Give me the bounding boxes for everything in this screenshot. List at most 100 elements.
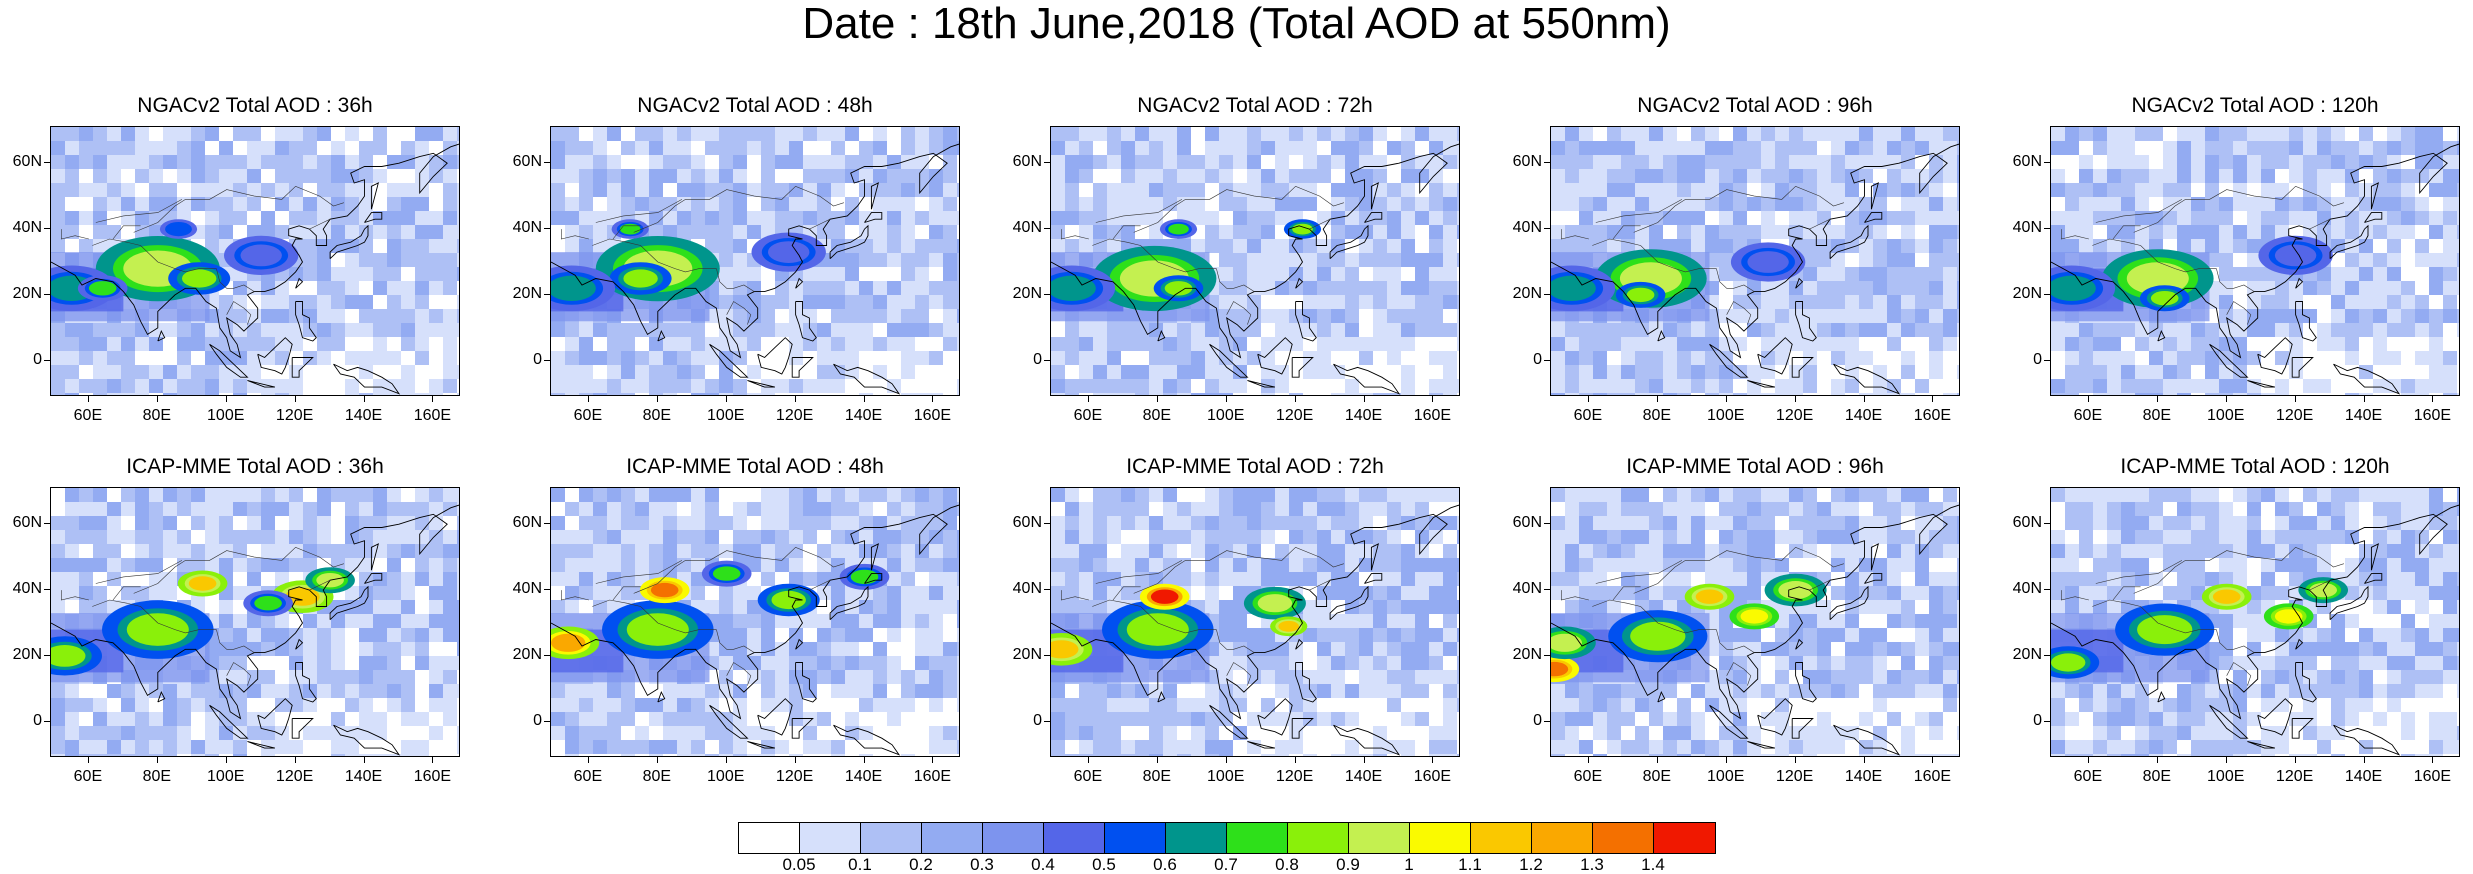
- aod-field-cell: [1205, 572, 1219, 586]
- aod-field-cell: [677, 558, 691, 572]
- aod-field-cell: [2093, 337, 2107, 351]
- aod-field-cell: [2359, 544, 2373, 558]
- aod-field-cell: [1135, 488, 1149, 502]
- aod-field-cell: [2401, 239, 2415, 253]
- aod-field-cell: [1163, 351, 1177, 365]
- aod-field-cell: [177, 516, 191, 530]
- aod-field-cell: [1205, 516, 1219, 530]
- aod-field-cell: [2261, 572, 2275, 586]
- aod-field-cell: [359, 295, 373, 309]
- aod-field-cell: [1901, 141, 1915, 155]
- aod-field-cell: [2345, 754, 2359, 756]
- aod-field-cell: [233, 516, 247, 530]
- coastline: [829, 585, 869, 621]
- aod-field-cell: [1107, 323, 1121, 337]
- aod-field-cell: [51, 127, 65, 141]
- x-tick-mark: [1156, 757, 1158, 763]
- aod-field-cell: [1317, 183, 1331, 197]
- aod-field-cell: [373, 740, 387, 754]
- aod-field-cell: [1303, 726, 1317, 740]
- aod-field-cell: [1107, 141, 1121, 155]
- aod-field-cell: [457, 239, 459, 253]
- aod-field-cell: [621, 502, 635, 516]
- aod-field-cell: [2429, 502, 2443, 516]
- aod-field-cell: [1233, 614, 1247, 628]
- aod-field-cell: [1789, 628, 1803, 642]
- aod-field-cell: [593, 600, 607, 614]
- aod-field-cell: [1649, 488, 1663, 502]
- aod-field-cell: [2261, 670, 2275, 684]
- aod-field-cell: [2401, 281, 2415, 295]
- aod-field-cell: [345, 544, 359, 558]
- aod-field-cell: [1957, 169, 1959, 183]
- x-tick-label: 80E: [2142, 768, 2172, 785]
- aod-field-cell: [663, 530, 677, 544]
- country-border: [2092, 599, 2217, 634]
- aod-field-cell: [2093, 740, 2107, 754]
- aod-field-cell: [1163, 169, 1177, 183]
- aod-field-cell: [2233, 502, 2247, 516]
- aod-field-cell: [845, 502, 859, 516]
- aod-field-cell: [859, 351, 873, 365]
- aod-field-cell: [1677, 558, 1691, 572]
- aod-field-cell: [691, 365, 705, 379]
- aod-field-cell: [387, 558, 401, 572]
- aod-field-cell: [1803, 502, 1817, 516]
- country-border: [2226, 301, 2252, 325]
- aod-field-cell: [915, 502, 929, 516]
- coastline: [295, 662, 317, 703]
- aod-field-cell: [1663, 239, 1677, 253]
- aod-field-cell: [2331, 393, 2345, 395]
- aod-field-cell: [649, 365, 663, 379]
- aod-field-cell: [2247, 141, 2261, 155]
- aod-field-cell: [1261, 572, 1275, 586]
- aod-field-cell: [1565, 600, 1579, 614]
- aod-field-cell: [2415, 141, 2429, 155]
- coastline: [2209, 704, 2249, 739]
- aod-field-cell: [817, 141, 831, 155]
- coastline: [1333, 363, 1401, 395]
- aod-field-cell: [929, 155, 943, 169]
- x-tick-mark: [587, 396, 589, 402]
- aod-field-cell: [1635, 600, 1649, 614]
- aod-field-cell: [915, 323, 929, 337]
- aod-map-svg: [551, 127, 959, 395]
- coastline: [1795, 638, 1804, 650]
- aod-field-cell: [957, 642, 959, 656]
- aod-field-cell: [1261, 558, 1275, 572]
- aod-field-cell: [1359, 712, 1373, 726]
- aod-field-cell: [1747, 530, 1761, 544]
- aod-field-cell: [873, 530, 887, 544]
- aod-field-cell: [1079, 337, 1093, 351]
- aod-field-cell: [901, 712, 915, 726]
- aod-field-cell: [1663, 393, 1677, 395]
- aod-field-cell: [1317, 169, 1331, 183]
- x-tick-label: 60E: [1573, 407, 1603, 424]
- aod-field-cell: [1289, 155, 1303, 169]
- coastline: [157, 690, 166, 703]
- aod-field-cell: [1705, 239, 1719, 253]
- aod-field-cell: [1579, 740, 1593, 754]
- aod-field-cell: [2331, 323, 2345, 337]
- aod-field-cell: [1191, 586, 1205, 600]
- aod-field-cell: [163, 183, 177, 197]
- aod-field-cell: [943, 698, 957, 712]
- aod-field-cell: [135, 726, 149, 740]
- aod-field-cell: [1247, 488, 1261, 502]
- aod-field-cell: [443, 281, 457, 295]
- aod-field-cell: [1093, 698, 1107, 712]
- aod-field-cell: [1831, 670, 1845, 684]
- y-tick-mark: [2044, 654, 2050, 656]
- aod-field-cell: [1761, 642, 1775, 656]
- aod-field-cell: [1079, 544, 1093, 558]
- aod-field-cell: [2121, 169, 2135, 183]
- aod-field-cell: [1387, 127, 1401, 141]
- x-tick-mark: [1087, 396, 1089, 402]
- aod-field-cell: [107, 544, 121, 558]
- aod-field-cell: [359, 379, 373, 393]
- aod-field-cell: [1415, 365, 1429, 379]
- aod-field-cell: [747, 544, 761, 558]
- aod-field-cell: [2107, 712, 2121, 726]
- x-tick-label: 100E: [707, 768, 745, 785]
- aod-field-cell: [1565, 239, 1579, 253]
